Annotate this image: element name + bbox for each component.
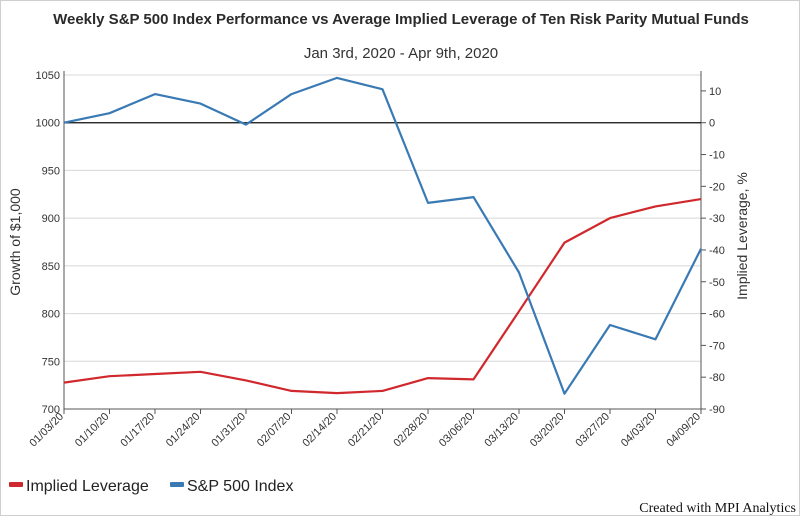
series-line-sp500: [63, 76, 702, 395]
legend: Implied Leverage S&P 500 Index: [9, 478, 293, 495]
x-tick-label: 04/09/20: [664, 411, 703, 450]
legend-label-implied-leverage: Implied Leverage: [26, 478, 149, 495]
y-left-tick-label: 750: [42, 356, 60, 368]
y-left-tick-label: 700: [42, 404, 60, 416]
tick-labels: 700 750 800 850 900 950 1000 1050 -90 -80 -70 -60 -5…: [27, 70, 725, 449]
y-left-tick-label: 1000: [36, 118, 60, 130]
x-tick-label: 03/13/20: [482, 411, 521, 450]
legend-item-implied-leverage[interactable]: Implied Leverage: [9, 478, 149, 495]
y-left-tick-label: 800: [42, 309, 60, 321]
x-tick-label: 01/03/20: [27, 411, 66, 450]
x-tick-label: 02/28/20: [391, 411, 430, 450]
y-left-tick-label: 1050: [36, 70, 60, 82]
axes: [63, 71, 706, 414]
y-right-tick-label: -40: [709, 245, 725, 257]
credit-text: Created with MPI Analytics: [639, 501, 796, 516]
y-left-tick-label: 850: [42, 261, 60, 273]
chart-subtitle: Jan 3rd, 2020 - Apr 9th, 2020: [304, 45, 498, 62]
legend-swatch-implied-leverage: [9, 482, 23, 487]
y-right-tick-label: -50: [709, 277, 725, 289]
y-right-tick-label: 0: [709, 118, 715, 130]
x-tick-label: 03/20/20: [528, 411, 567, 450]
y-left-tick-label: 950: [42, 165, 60, 177]
x-tick-label: 02/14/20: [300, 411, 339, 450]
x-tick-label: 01/10/20: [73, 411, 112, 450]
x-tick-label: 04/03/20: [619, 411, 658, 450]
y-right-tick-label: -60: [709, 309, 725, 321]
y-right-tick-label: 10: [709, 86, 721, 98]
y-right-tick-label: -20: [709, 181, 725, 193]
gridlines: [64, 74, 701, 362]
legend-item-sp500[interactable]: S&P 500 Index: [170, 478, 293, 495]
x-tick-label: 01/17/20: [118, 411, 157, 450]
y-right-tick-label: -80: [709, 372, 725, 384]
legend-label-sp500: S&P 500 Index: [187, 478, 293, 495]
x-tick-label: 02/07/20: [255, 411, 294, 450]
series-line-implied-leverage: [63, 198, 702, 395]
y-right-tick-label: -30: [709, 213, 725, 225]
legend-swatch-sp500: [170, 482, 184, 487]
x-tick-label: 03/27/20: [573, 411, 612, 450]
x-tick-label: 01/24/20: [164, 411, 203, 450]
x-tick-label: 02/21/20: [346, 411, 385, 450]
x-tick-label: 03/06/20: [437, 411, 476, 450]
y-right-tick-label: -10: [709, 150, 725, 162]
x-tick-label: 01/31/20: [209, 411, 248, 450]
y-right-tick-label: -70: [709, 340, 725, 352]
y-right-tick-label: -90: [709, 404, 725, 416]
series-lines: [63, 76, 702, 395]
y-axis-left-label: Growth of $1,000: [7, 188, 23, 296]
y-left-tick-label: 900: [42, 213, 60, 225]
y-axis-right-label: Implied Leverage, %: [734, 172, 750, 300]
chart-title: Weekly S&P 500 Index Performance vs Aver…: [53, 11, 749, 28]
